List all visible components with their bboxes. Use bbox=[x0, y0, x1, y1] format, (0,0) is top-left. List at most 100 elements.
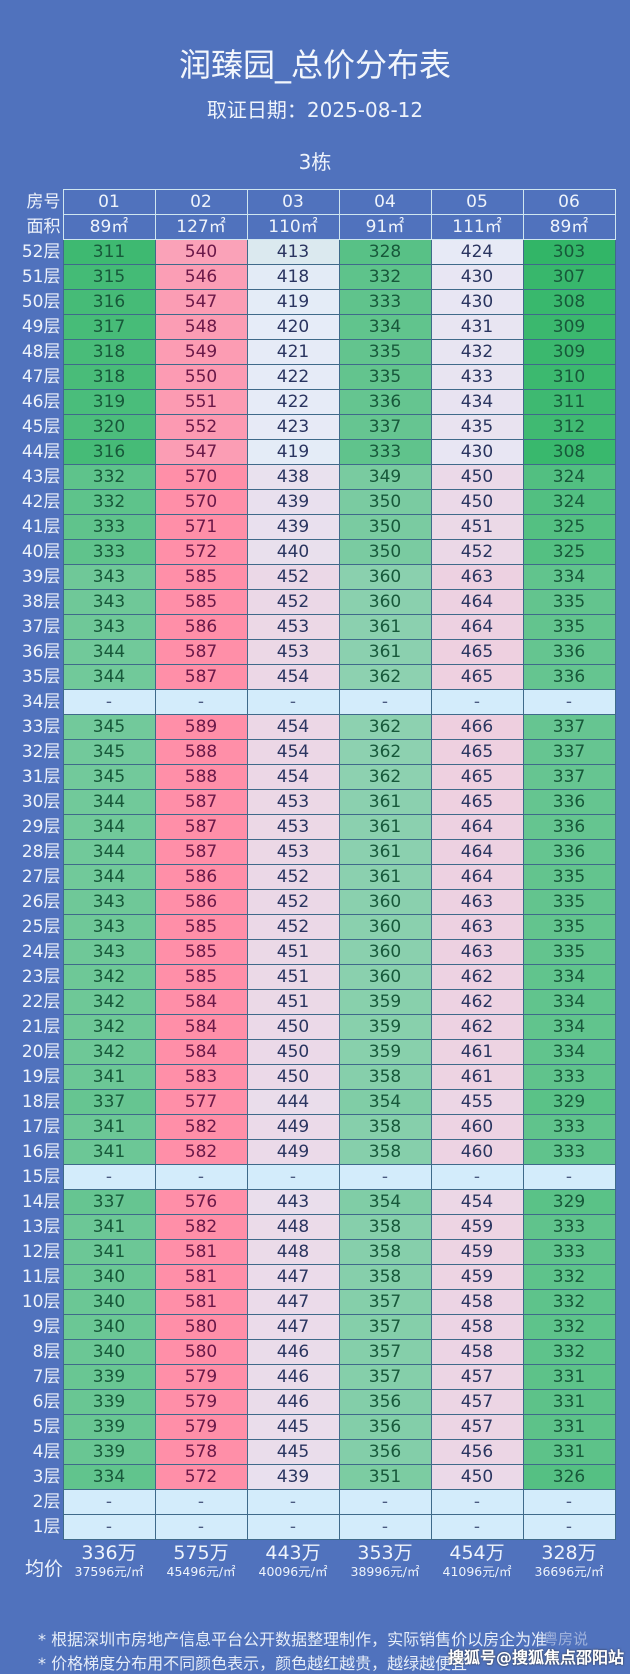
floor-row: 2层 - - - - - - bbox=[15, 1489, 616, 1515]
price-cell: 360 bbox=[338, 939, 432, 965]
price-cell: 341 bbox=[62, 1114, 156, 1140]
price-cell: 345 bbox=[62, 739, 156, 765]
price-cell: 418 bbox=[246, 264, 340, 290]
floor-label: 25层 bbox=[21, 917, 61, 937]
floor-label: 9层 bbox=[32, 1317, 61, 1337]
price-cell: 334 bbox=[522, 964, 616, 990]
price-cell: 358 bbox=[338, 1264, 432, 1290]
floor-row: 24层 343 585 451 360 463 335 bbox=[15, 939, 616, 965]
price-cell: 343 bbox=[62, 589, 156, 615]
floor-row: 13层 341 582 448 358 459 333 bbox=[15, 1214, 616, 1240]
price-cell: 350 bbox=[338, 539, 432, 565]
floor-row: 40层 333 572 440 350 452 325 bbox=[15, 539, 616, 565]
price-cell: 334 bbox=[522, 989, 616, 1015]
price-cell: 360 bbox=[338, 964, 432, 990]
price-cell: 585 bbox=[154, 914, 248, 940]
floor-label: 23层 bbox=[21, 967, 61, 987]
price-cell: 462 bbox=[430, 964, 524, 990]
price-cell: 334 bbox=[522, 1039, 616, 1065]
price-cell: 362 bbox=[338, 739, 432, 765]
price-cell: - bbox=[62, 689, 156, 715]
price-cell: 450 bbox=[430, 1464, 524, 1490]
average-cell: 443万 40096元/㎡ bbox=[247, 1542, 339, 1580]
floor-label: 36层 bbox=[21, 642, 61, 662]
price-cell: 325 bbox=[522, 514, 616, 540]
price-cell: 332 bbox=[338, 264, 432, 290]
price-cell: 459 bbox=[430, 1264, 524, 1290]
price-cell: 585 bbox=[154, 939, 248, 965]
price-cell: 465 bbox=[430, 764, 524, 790]
price-cell: 580 bbox=[154, 1339, 248, 1365]
price-cell: 464 bbox=[430, 814, 524, 840]
price-cell: 324 bbox=[522, 489, 616, 515]
floor-label: 46层 bbox=[21, 392, 61, 412]
floor-label: 32层 bbox=[21, 742, 61, 762]
floor-row: 48层 318 549 421 335 432 309 bbox=[15, 339, 616, 365]
price-cell: 334 bbox=[62, 1464, 156, 1490]
price-cell: 358 bbox=[338, 1139, 432, 1165]
average-cell: 575万 45496元/㎡ bbox=[155, 1542, 247, 1580]
price-cell: 445 bbox=[246, 1439, 340, 1465]
floor-row: 17层 341 582 449 358 460 333 bbox=[15, 1114, 616, 1140]
price-cell: 452 bbox=[246, 864, 340, 890]
floor-label: 4层 bbox=[32, 1442, 61, 1462]
price-cell: 458 bbox=[430, 1314, 524, 1340]
price-cell: 456 bbox=[430, 1439, 524, 1465]
price-cell: 457 bbox=[430, 1364, 524, 1390]
floor-row: 47层 318 550 422 335 433 310 bbox=[15, 364, 616, 390]
price-cell: 333 bbox=[62, 539, 156, 565]
floor-row: 39层 343 585 452 360 463 334 bbox=[15, 564, 616, 590]
floor-row: 28层 344 587 453 361 464 336 bbox=[15, 839, 616, 865]
price-cell: 360 bbox=[338, 589, 432, 615]
price-cell: - bbox=[522, 1514, 616, 1540]
price-cell: 587 bbox=[154, 639, 248, 665]
price-cell: 458 bbox=[430, 1339, 524, 1365]
average-unit-price: 45496元/㎡ bbox=[166, 1564, 236, 1579]
price-cell: 337 bbox=[338, 414, 432, 440]
price-cell: 453 bbox=[246, 839, 340, 865]
price-cell: 450 bbox=[246, 1064, 340, 1090]
price-cell: 453 bbox=[246, 639, 340, 665]
price-cell: 357 bbox=[338, 1364, 432, 1390]
price-cell: 549 bbox=[154, 339, 248, 365]
price-cell: 344 bbox=[62, 839, 156, 865]
floor-label: 14层 bbox=[21, 1192, 61, 1212]
price-cell: 461 bbox=[430, 1064, 524, 1090]
floor-label: 5层 bbox=[32, 1417, 61, 1437]
price-cell: 356 bbox=[338, 1389, 432, 1415]
floor-label: 7层 bbox=[32, 1367, 61, 1387]
price-cell: 360 bbox=[338, 564, 432, 590]
price-cell: 332 bbox=[522, 1289, 616, 1315]
floor-label: 41层 bbox=[21, 517, 61, 537]
price-cell: 349 bbox=[338, 464, 432, 490]
floor-row: 21层 342 584 450 359 462 334 bbox=[15, 1014, 616, 1040]
floor-label: 30层 bbox=[21, 792, 61, 812]
page-title: 润臻园_总价分布表 bbox=[178, 46, 451, 84]
price-cell: 453 bbox=[246, 789, 340, 815]
price-cell: 340 bbox=[62, 1339, 156, 1365]
price-cell: 357 bbox=[338, 1339, 432, 1365]
price-cell: 332 bbox=[62, 464, 156, 490]
average-unit-price: 41096元/㎡ bbox=[442, 1564, 512, 1579]
price-cell: 359 bbox=[338, 1039, 432, 1065]
price-cell: 444 bbox=[246, 1089, 340, 1115]
price-cell: - bbox=[338, 1489, 432, 1515]
price-cell: 462 bbox=[430, 1014, 524, 1040]
floor-label: 51层 bbox=[21, 267, 61, 287]
floor-row: 43层 332 570 438 349 450 324 bbox=[15, 464, 616, 490]
price-cell: 448 bbox=[246, 1239, 340, 1265]
price-cell: 454 bbox=[246, 739, 340, 765]
price-cell: 587 bbox=[154, 664, 248, 690]
floor-row: 25层 343 585 452 360 463 335 bbox=[15, 914, 616, 940]
average-cell: 353万 38996元/㎡ bbox=[339, 1542, 431, 1580]
price-cell: 434 bbox=[430, 389, 524, 415]
room-area: 111㎡ bbox=[430, 214, 524, 240]
floor-label: 6层 bbox=[32, 1392, 61, 1412]
price-cell: 345 bbox=[62, 714, 156, 740]
floor-label: 1层 bbox=[32, 1517, 61, 1537]
floor-row: 35层 344 587 454 362 465 336 bbox=[15, 664, 616, 690]
price-cell: 457 bbox=[430, 1389, 524, 1415]
price-cell: 361 bbox=[338, 864, 432, 890]
footnote: * 根据深圳市房地产信息平台公开数据整理制作，实际销售价以房企为准 bbox=[38, 1630, 548, 1649]
price-cell: 450 bbox=[430, 464, 524, 490]
